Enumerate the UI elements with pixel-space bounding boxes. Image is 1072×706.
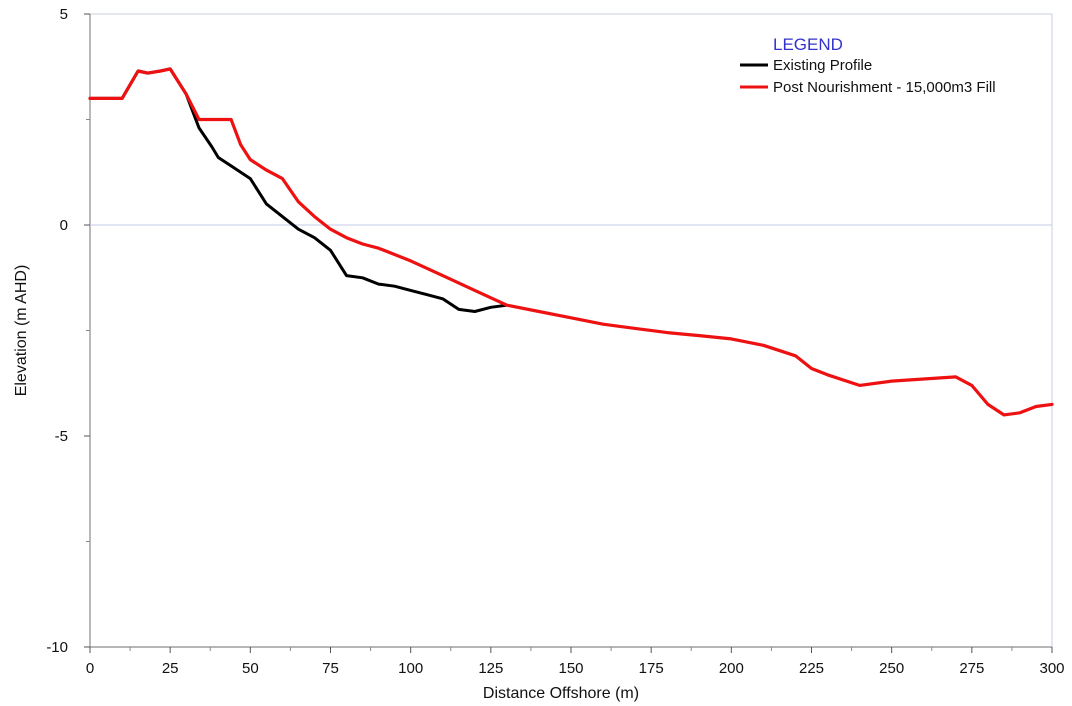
x-tick-label: 25 (162, 660, 179, 677)
legend-label: Existing Profile (773, 57, 872, 74)
x-tick-label: 275 (959, 660, 984, 677)
series-line-post-nourishment (88, 67, 1054, 417)
y-tick-label: -10 (46, 639, 68, 656)
x-tick-label: 100 (398, 660, 423, 677)
x-axis-title: Distance Offshore (m) (483, 685, 639, 702)
y-tick-label: 0 (60, 217, 68, 234)
x-tick-label: 125 (478, 660, 503, 677)
y-tick-label: -5 (55, 428, 68, 445)
x-tick-label: 200 (719, 660, 744, 677)
x-tick-label: 175 (639, 660, 664, 677)
x-tick-label: 250 (879, 660, 904, 677)
x-tick-label: 150 (558, 660, 583, 677)
legend-title: LEGEND (773, 35, 843, 54)
legend-label: Post Nourishment - 15,000m3 Fill (773, 79, 996, 96)
x-tick-label: 225 (799, 660, 824, 677)
x-tick-label: 50 (242, 660, 259, 677)
y-axis-title: Elevation (m AHD) (13, 265, 30, 397)
x-tick-label: 0 (86, 660, 94, 677)
y-tick-label: 5 (60, 6, 68, 23)
x-tick-label: 75 (322, 660, 339, 677)
x-tick-label: 300 (1039, 660, 1064, 677)
plot-frame (89, 13, 1053, 648)
